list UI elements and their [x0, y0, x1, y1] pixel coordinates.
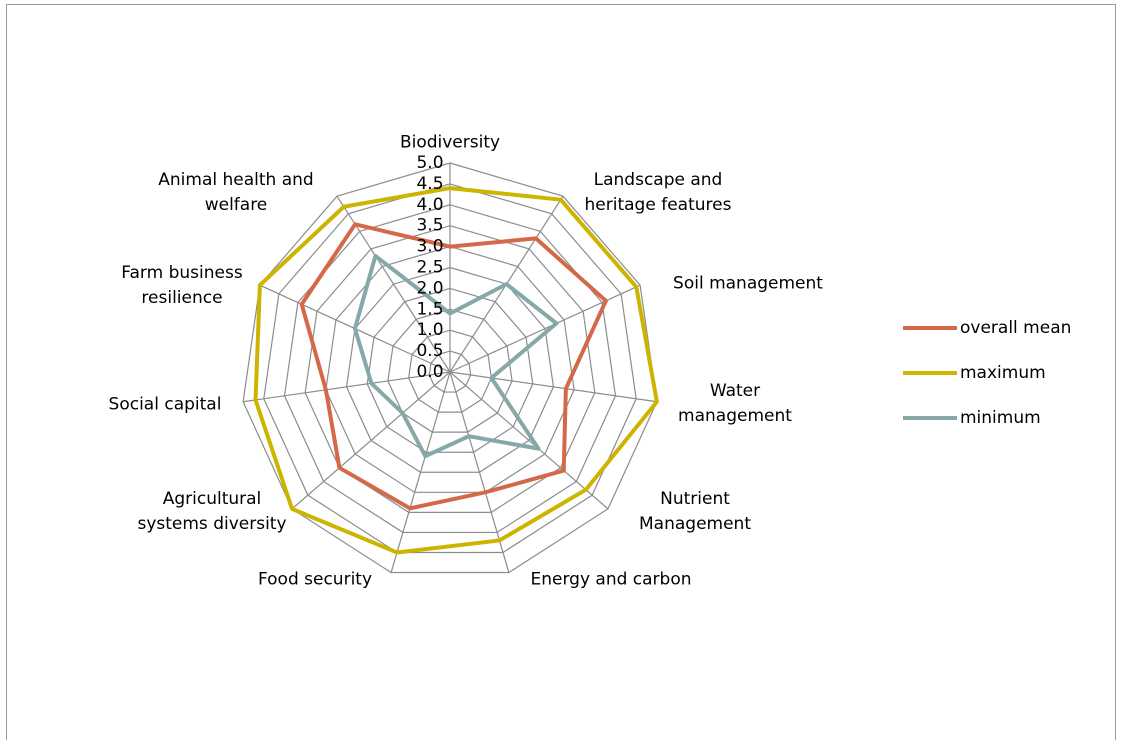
- tick-label: 0.5: [416, 341, 443, 361]
- category-label: Water management: [678, 381, 792, 426]
- category-label: Food security: [257, 569, 373, 590]
- legend-label: maximum: [960, 363, 1046, 383]
- grid-ring: [304, 225, 596, 513]
- category-label: Farm business resilience: [121, 263, 243, 308]
- tick-label: 4.0: [416, 195, 443, 215]
- tick-label: 2.5: [416, 258, 443, 278]
- grid-ring: [387, 308, 513, 433]
- tick-label: 1.5: [416, 299, 443, 319]
- category-label: Social capital: [108, 394, 222, 415]
- category-label: Landscape and heritage features: [584, 170, 732, 215]
- grid-ring: [345, 266, 555, 473]
- grid-ring: [428, 350, 472, 393]
- category-label: Agricultural systems diversity: [137, 489, 287, 534]
- tick-label: 5.0: [416, 153, 443, 173]
- series-line: [299, 222, 608, 511]
- legend-label: overall mean: [960, 318, 1071, 338]
- spoke: [449, 371, 657, 403]
- spoke: [390, 371, 451, 573]
- category-label: Animal health and welfare: [158, 170, 314, 215]
- legend-label: minimum: [960, 408, 1041, 428]
- grid-ring: [366, 287, 534, 453]
- series-line: [352, 253, 559, 459]
- spoke: [291, 371, 451, 510]
- category-label: Biodiversity: [399, 132, 501, 153]
- tick-label: 0.0: [416, 362, 443, 382]
- grid-ring: [408, 329, 492, 413]
- category-label: Nutrient Management: [639, 489, 751, 534]
- category-label: Soil management: [673, 273, 823, 294]
- tick-label: 3.5: [416, 216, 443, 236]
- category-label: Energy and carbon: [530, 569, 692, 590]
- spoke: [449, 284, 641, 373]
- grid-ring: [325, 245, 575, 493]
- spoke: [449, 371, 609, 510]
- tick-label: 4.5: [416, 174, 443, 194]
- tick-label: 3.0: [416, 237, 443, 257]
- grid-ring: [263, 183, 637, 554]
- spoke: [243, 371, 451, 403]
- tick-label: 1.0: [416, 320, 443, 340]
- tick-label: 2.0: [416, 278, 443, 298]
- chart-frame: [6, 4, 1116, 740]
- grid-ring: [242, 162, 658, 574]
- series-line: [253, 186, 659, 555]
